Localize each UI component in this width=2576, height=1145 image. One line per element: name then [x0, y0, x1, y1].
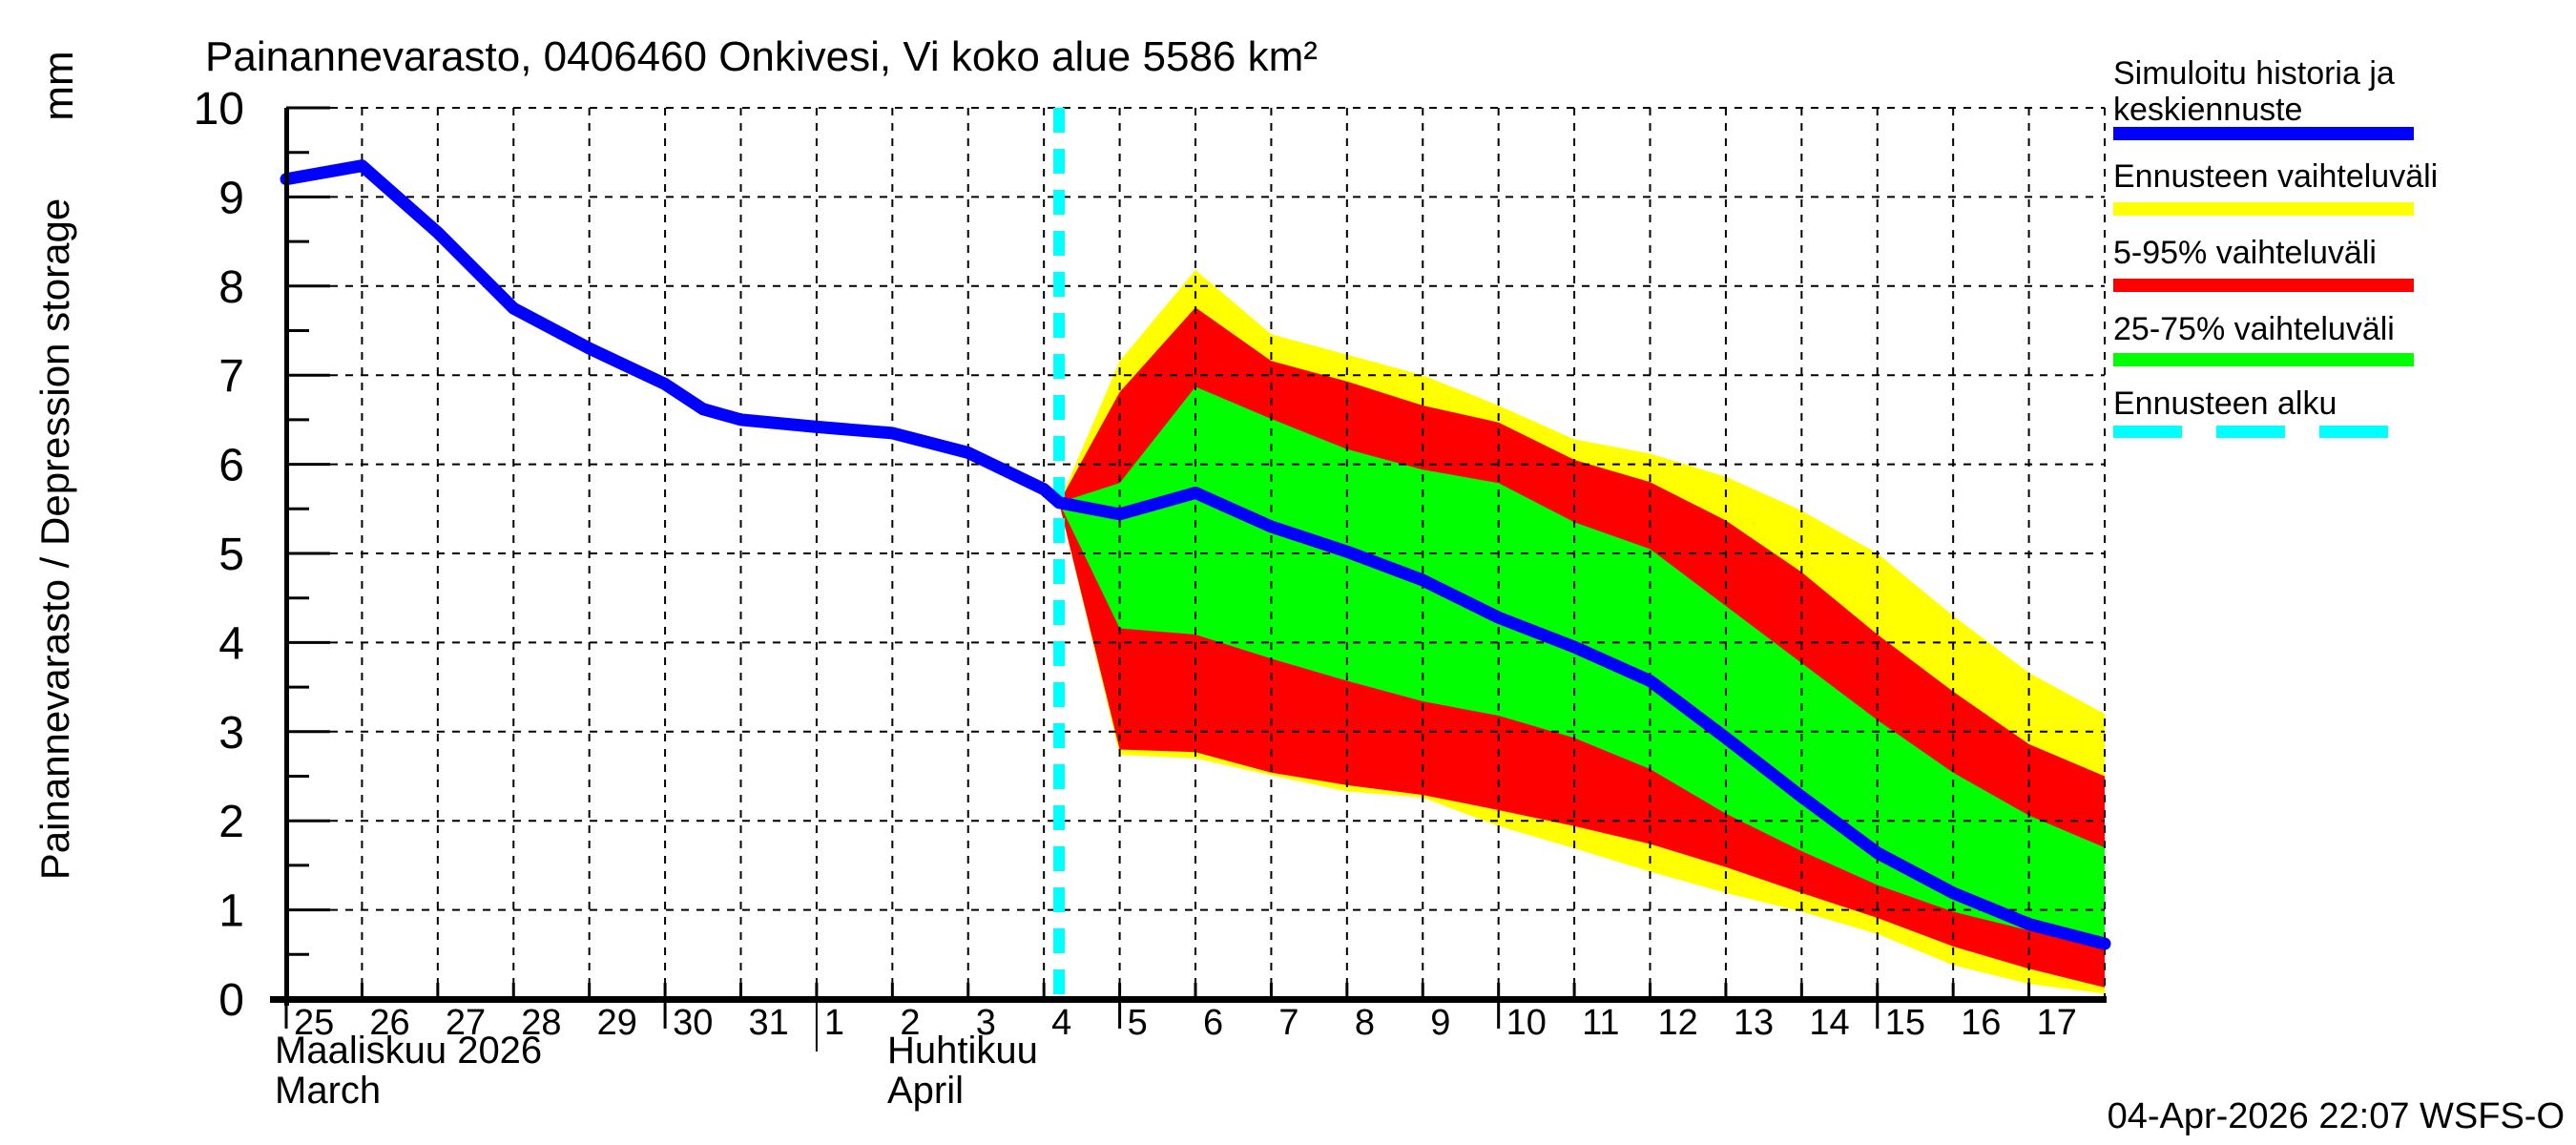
page-title: Painannevarasto, 0406460 Onkivesi, Vi ko… — [205, 33, 1318, 80]
x-tick-label: 13 — [1734, 1003, 1774, 1043]
legend-label-forecast-start: Ennusteen alku — [2113, 385, 2337, 422]
x-tick-label: 6 — [1203, 1003, 1223, 1043]
x-tick-label: 25 — [294, 1003, 334, 1043]
axes-layer — [270, 108, 2107, 1051]
tick-label-layer: 25 26 27 28 29 30 31 1 2 3 4 5 6 7 8 9 10 11 12 13 14 15 16 170… — [194, 84, 2077, 1043]
history-and-median-line — [280, 159, 2111, 950]
x-tick-label: 15 — [1885, 1003, 1925, 1043]
grid-layer — [286, 106, 2106, 996]
timestamp: 04-Apr-2026 22:07 WSFS-O — [2108, 1096, 2565, 1136]
y-tick-label: 3 — [218, 708, 244, 759]
legend-swatch-25-75 — [2113, 353, 2414, 366]
y-tick-label: 5 — [218, 530, 244, 580]
y-axis-unit: mm — [35, 51, 82, 120]
month-label-en-march: March — [275, 1070, 381, 1112]
x-tick-label: 12 — [1658, 1003, 1698, 1043]
y-tick-label: 4 — [218, 618, 244, 669]
legend-swatch-range — [2113, 202, 2414, 216]
month-label-fi-march: Maaliskuu 2026 — [275, 1030, 542, 1072]
y-tick-label: 9 — [218, 173, 244, 223]
y-axis-label: Painannevarasto / Depression storage — [32, 198, 77, 880]
x-tick-label: 14 — [1809, 1003, 1849, 1043]
x-tick-label: 26 — [369, 1003, 409, 1043]
x-tick-label: 17 — [2037, 1003, 2077, 1043]
legend-label-5-95: 5-95% vaihteluväli — [2113, 235, 2377, 271]
x-tick-label: 29 — [597, 1003, 637, 1043]
x-tick-label: 16 — [1961, 1003, 2001, 1043]
x-tick-label: 8 — [1355, 1003, 1375, 1043]
x-tick-label: 28 — [521, 1003, 561, 1043]
legend-swatch-forecast-start-dash — [2216, 426, 2285, 438]
legend-swatch-5-95 — [2113, 279, 2414, 292]
y-tick-label: 1 — [218, 886, 244, 937]
x-tick-label: 5 — [1128, 1003, 1148, 1043]
x-tick-label: 3 — [976, 1003, 996, 1043]
y-tick-label: 0 — [218, 975, 244, 1026]
y-tick-label: 10 — [194, 84, 244, 135]
legend-swatch-history — [2113, 127, 2414, 140]
x-tick-label: 7 — [1278, 1003, 1298, 1043]
x-axis-line — [270, 996, 2107, 1003]
series-layer — [280, 159, 2111, 950]
legend-label-history-line2: keskiennuste — [2113, 92, 2302, 128]
legend-swatch-forecast-start-dash — [2319, 426, 2388, 438]
x-tick-label: 11 — [1582, 1003, 1619, 1043]
legend: Simuloitu historia ja keskiennuste Ennus… — [2113, 55, 2438, 438]
x-tick-label: 2 — [900, 1003, 920, 1043]
x-tick-label: 31 — [749, 1003, 789, 1043]
x-tick-label: 4 — [1051, 1003, 1071, 1043]
month-label-en-april: April — [887, 1070, 964, 1112]
y-tick-label: 7 — [218, 351, 244, 402]
y-tick-label: 8 — [218, 262, 244, 313]
month-label-fi-april: Huhtikuu — [887, 1030, 1038, 1072]
y-tick-label: 2 — [218, 797, 244, 847]
x-tick-label: 10 — [1506, 1003, 1547, 1043]
x-tick-label: 1 — [824, 1003, 844, 1043]
x-tick-label: 30 — [673, 1003, 713, 1043]
y-tick-label: 6 — [218, 441, 244, 491]
legend-label-history-line1: Simuloitu historia ja — [2113, 55, 2395, 92]
legend-swatch-forecast-start-dash — [2113, 426, 2182, 438]
forecast-band-2 — [1059, 386, 2105, 941]
y-axis-line — [284, 108, 289, 1006]
legend-label-range: Ennusteen vaihteluväli — [2113, 158, 2438, 195]
x-tick-label: 9 — [1430, 1003, 1450, 1043]
x-tick-label: 27 — [446, 1003, 486, 1043]
legend-label-25-75: 25-75% vaihteluväli — [2113, 311, 2395, 347]
